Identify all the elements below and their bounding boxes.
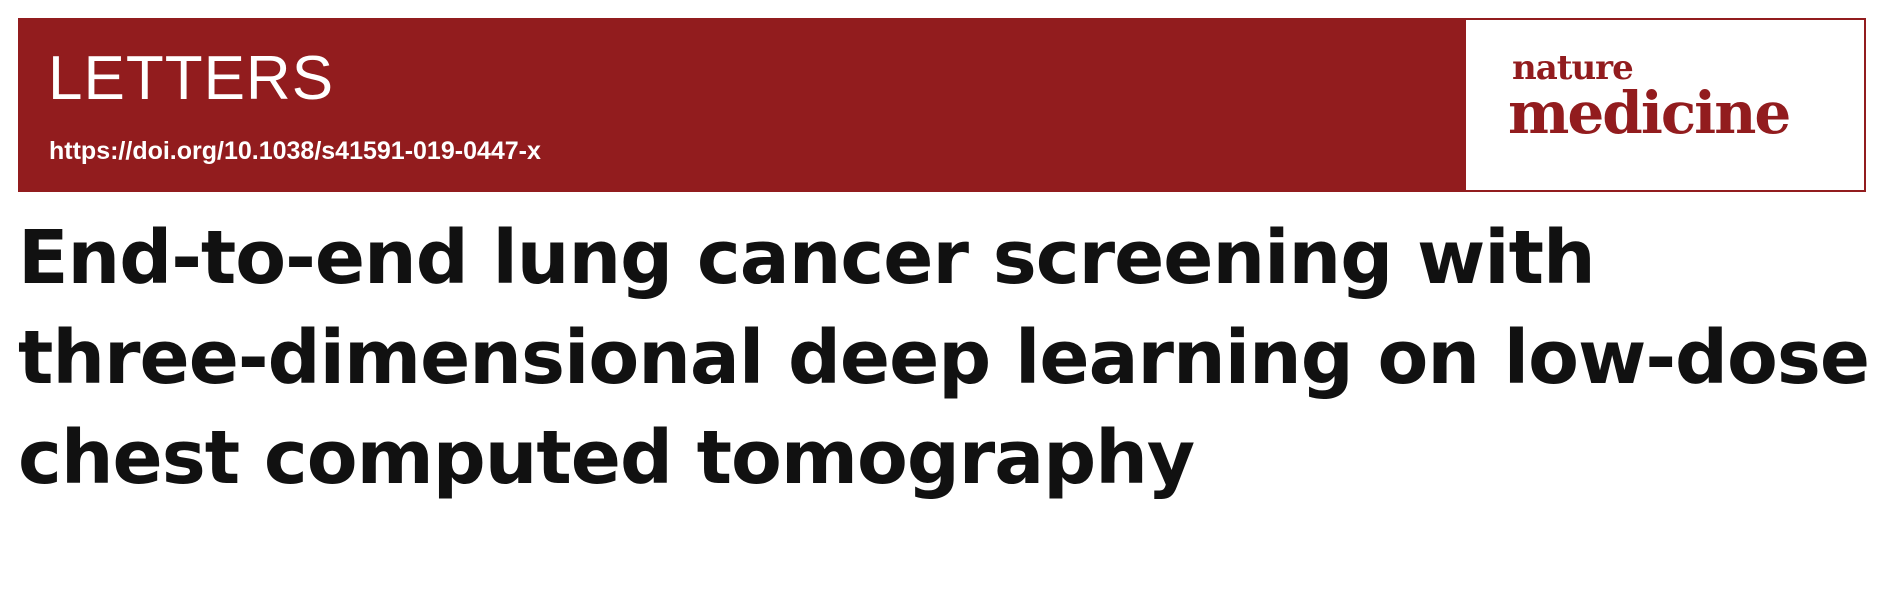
section-label: LETTERS xyxy=(48,44,335,113)
journal-logo-line-2: medicine xyxy=(1508,79,1791,147)
journal-logo-line-1: nature xyxy=(1512,48,1634,88)
article-title-line: End-to-end lung cancer screening with xyxy=(18,215,1596,301)
journal-logo[interactable]: nature medicine xyxy=(1466,20,1864,190)
article-title: End-to-end lung cancer screening with th… xyxy=(18,208,1870,508)
article-title-line: chest computed tomography xyxy=(18,415,1195,501)
article-header-band: LETTERS https://doi.org/10.1038/s41591-0… xyxy=(18,18,1866,192)
article-title-line: three-dimensional deep learning on low-d… xyxy=(18,315,1870,401)
doi-link[interactable]: https://doi.org/10.1038/s41591-019-0447-… xyxy=(49,137,541,165)
